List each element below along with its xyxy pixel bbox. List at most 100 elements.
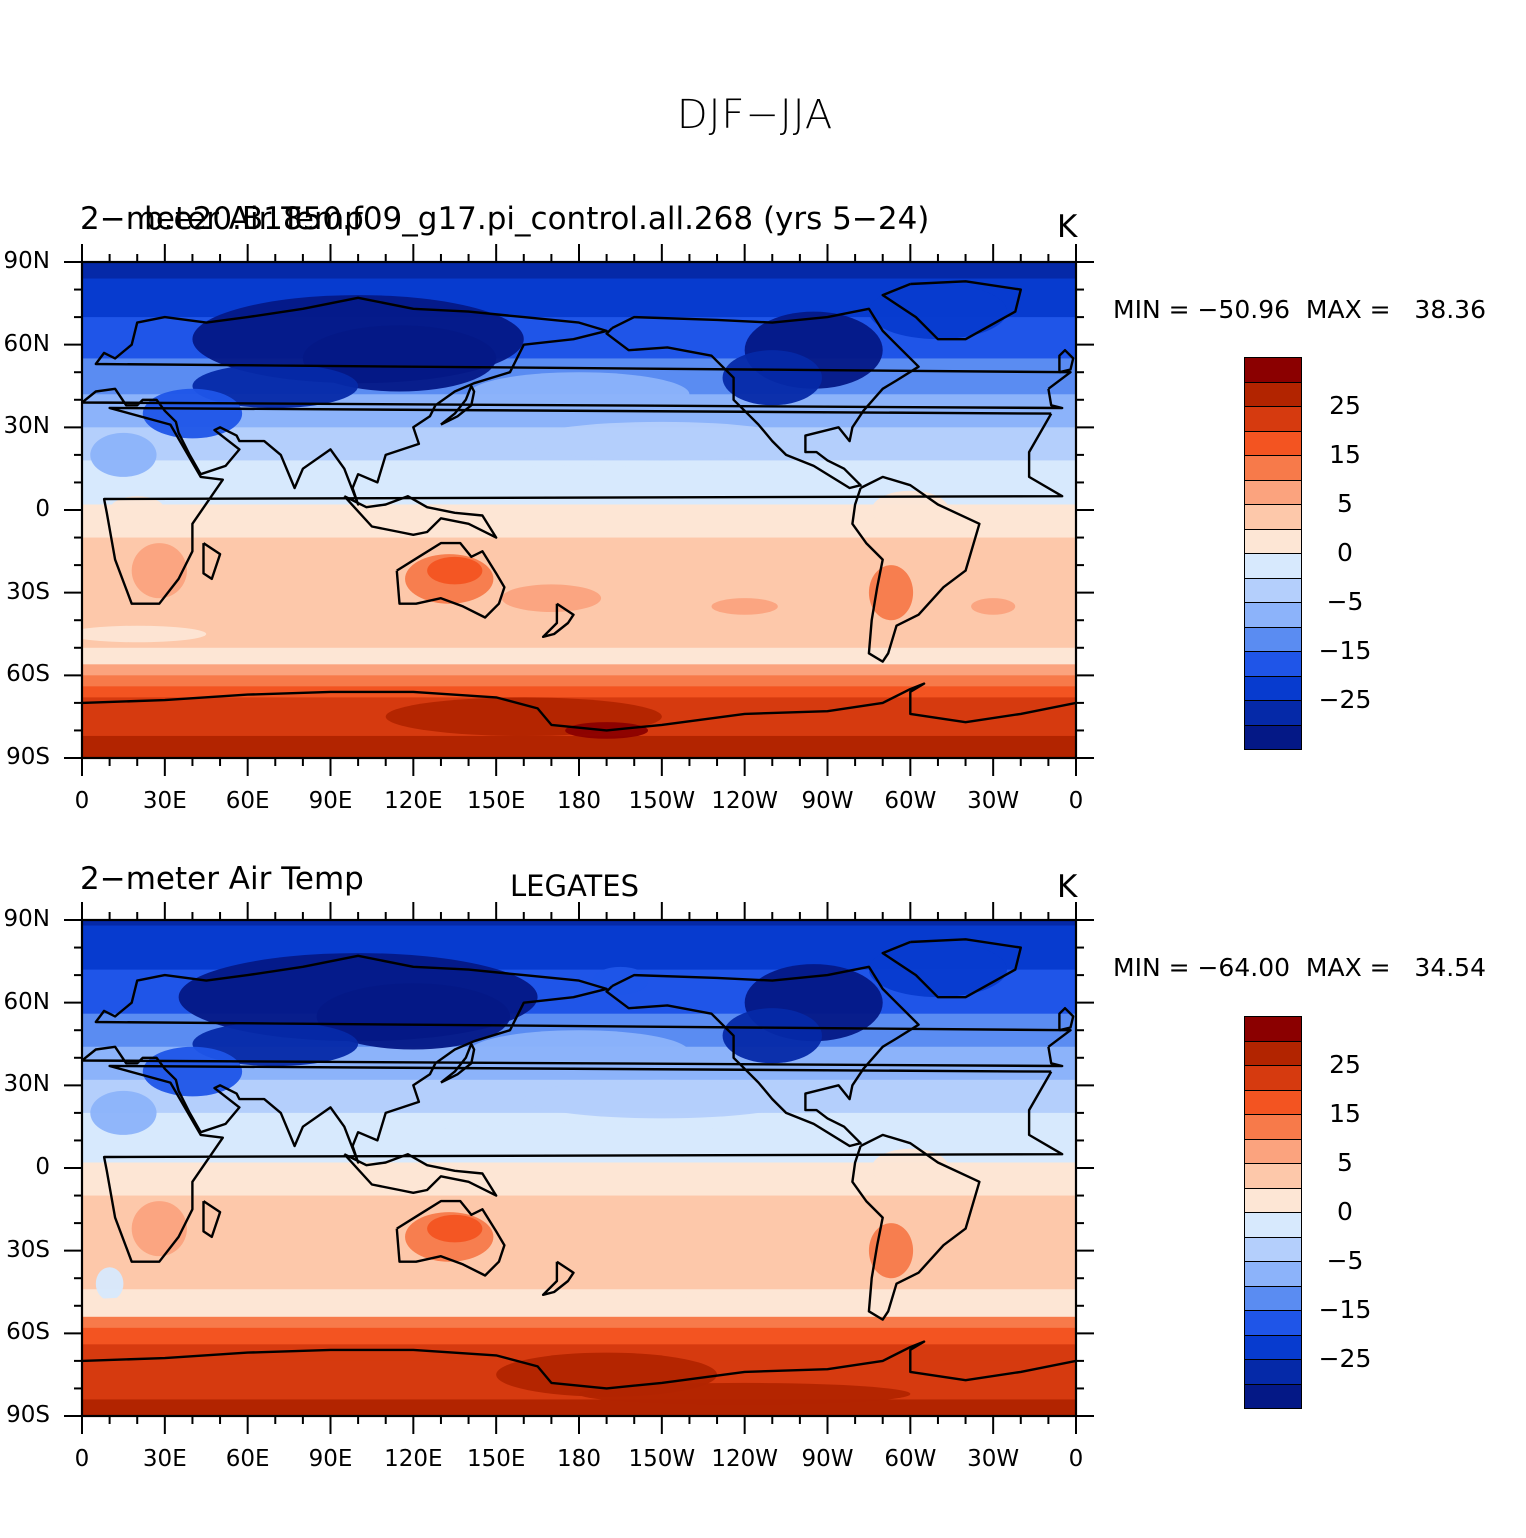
lon-tick-label: 60E [225,788,270,814]
lat-band [82,675,1076,687]
colorbar-tick-label: 5 [1337,1148,1353,1177]
coastline [440,1042,476,1084]
colorbar-segment [1244,1334,1302,1360]
colorbar-segment [1244,651,1302,677]
panel1-stats: MIN = −50.96 MAX = 38.36 [1113,295,1486,324]
temperature-region [427,1214,483,1243]
coastline [541,602,575,638]
colorbar-tick-label: −15 [1318,636,1372,665]
coastline [851,475,981,663]
temperature-region [722,350,822,406]
coastline [102,1064,1064,1263]
colorbar-segment [1244,479,1302,505]
lat-tick-label: 60N [3,330,50,357]
colorbar-segment [1244,1383,1302,1409]
coastline [395,1199,506,1277]
lon-tick-label: 150E [466,1446,526,1472]
colorbar-segment [1244,1310,1302,1336]
map-panel-1 [64,244,1094,776]
temperature-region [868,942,1007,998]
coastline [343,495,498,539]
lon-tick-label: 180 [557,788,601,814]
lon-tick-label: 30W [967,788,1020,814]
colorbar-segment [1244,1163,1302,1189]
lon-tick-label: 150E [466,788,526,814]
colorbar-segment [1244,1114,1302,1140]
temperature-region [523,1079,800,1119]
lon-tick-label: 120W [711,788,778,814]
colorbar-segment [1244,626,1302,652]
colorbar-segment [1244,357,1302,383]
lat-tick-label: 0 [35,496,50,522]
lat-band [82,1195,1076,1290]
colorbar-segment [1244,528,1302,554]
colorbar-segment [1244,1212,1302,1238]
coastline [82,682,1076,732]
panel2-left-label: 2−meter Air Temp [80,861,364,897]
colorbar-tick-label: −25 [1318,685,1372,714]
lat-tick-label: 30N [3,413,50,440]
lon-tick-label: 120W [711,1446,778,1472]
lat-tick-label: 30N [3,1071,50,1098]
colorbar-segment [1244,455,1302,481]
lat-tick-label: 60S [6,1319,50,1346]
colorbar-tick-label: 15 [1329,440,1361,469]
lat-band [82,647,1076,665]
lon-tick-label: 90W [801,1446,854,1472]
temperature-region [302,325,497,392]
lat-band [82,686,1076,698]
coastlines [82,938,1076,1390]
lon-tick-label: 150W [628,788,696,814]
temperature-region [142,388,243,439]
coastline [1058,1007,1075,1032]
temperature-region [316,983,510,1050]
lat-band [82,1289,1076,1318]
colorbar-tick-label: −15 [1318,1295,1372,1324]
temperature-region [192,363,359,409]
map-panel-2 [64,902,1094,1434]
lon-tick-label: 120E [384,788,443,814]
panel2-units: K [1057,869,1078,905]
temperature-region [711,598,778,615]
coastline [440,384,476,426]
temperature-region [142,1046,243,1097]
colorbar-segment [1244,553,1302,579]
colorbar-tick-label: 0 [1337,538,1353,567]
coastline [1058,349,1075,374]
colorbar-segment [1244,675,1302,701]
lat-band [82,664,1076,676]
panel2-center-label: LEGATES [510,869,639,903]
temperature-region [385,1123,773,1157]
colorbar-segment [1244,1089,1302,1115]
colorbar-segment [1244,1187,1302,1213]
colorbar-segment [1244,381,1302,407]
lat-tick-label: 60S [6,661,50,688]
temperature-region [192,1021,359,1067]
colorbar-segment [1244,577,1302,603]
coastline [202,1200,222,1239]
colorbar-segment [1244,1359,1302,1385]
lon-tick-label: 0 [1068,1446,1084,1472]
temperature-region [971,598,1016,615]
panel1-units: K [1057,209,1078,245]
coastline [605,307,920,490]
colorbar-tick-label: 0 [1337,1197,1353,1226]
temperature-region [427,556,483,585]
colorbar-segment [1244,1236,1302,1262]
temperature-region [131,543,187,599]
colorbar-segment [1244,406,1302,432]
lon-tick-label: 30E [142,1446,187,1472]
temperature-region [523,421,800,461]
coastline [881,938,1022,999]
temperature-region [90,432,157,477]
temperature-region [109,496,165,524]
lon-tick-label: 90E [308,788,353,814]
colorbar-segment [1244,1285,1302,1311]
lat-tick-label: 90N [3,906,50,932]
temperature-region [579,1382,911,1405]
colorbar-segment [1244,700,1302,726]
lon-tick-label: 90E [308,1446,353,1472]
lon-tick-label: 0 [74,788,90,814]
coastline [82,954,1072,1164]
